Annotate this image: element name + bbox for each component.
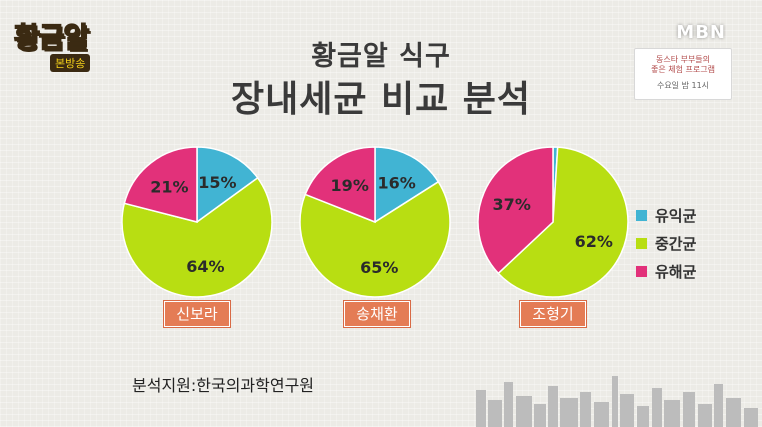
promo-line-2: 좋은 체험 프로그램 xyxy=(651,65,715,74)
pie-svg-1: 15% 64% 21% xyxy=(121,146,273,298)
logo-main-text: 황금알 xyxy=(13,20,90,55)
promo-box: 동스타 부부들의 좋은 체험 프로그램 수요일 밤 11시 xyxy=(634,48,732,100)
person-name-2: 송채환 xyxy=(344,301,410,327)
pie-slice-intermediate xyxy=(497,146,629,298)
channel-logo: MBN xyxy=(676,22,726,43)
pie-chart-3: 1%62%37% xyxy=(477,146,629,298)
title-line-2: 장내세균 비교 분석 xyxy=(230,79,532,120)
pie-svg-3: 1%62%37% xyxy=(477,146,629,298)
city-skyline-decoration xyxy=(476,376,758,427)
promo-line-3: 수요일 밤 11시 xyxy=(656,81,710,90)
pie-slice-intermediate xyxy=(299,180,451,298)
pie-chart-2: 16% 65% 19% xyxy=(299,146,451,298)
pie-label-intermediate: 65% xyxy=(360,258,398,277)
pie-slice-harmful xyxy=(123,146,198,223)
legend-item-beneficial: 유익균 xyxy=(636,201,696,229)
person-name-1: 신보라 xyxy=(164,301,230,327)
title-line-1: 황금알 식구 xyxy=(311,41,451,72)
pie-label-intermediate: 62% xyxy=(575,232,613,251)
pie-label-harmful: 37% xyxy=(493,195,531,214)
program-logo: 황금알 본방송 xyxy=(12,14,108,72)
pie-label-beneficial: 16% xyxy=(378,174,416,193)
pie-svg-2: 16% 65% 19% xyxy=(299,146,451,298)
pie-label-harmful: 19% xyxy=(331,176,369,195)
pie-label-intermediate: 64% xyxy=(186,257,224,276)
pie-slice-harmful xyxy=(477,146,554,275)
pie-slice-beneficial xyxy=(196,146,259,224)
legend-swatch-beneficial xyxy=(636,209,647,221)
pie-slice-intermediate xyxy=(121,176,273,298)
legend-item-intermediate: 중간균 xyxy=(636,229,696,257)
legend-swatch-harmful xyxy=(636,265,647,277)
pie-label-beneficial: 15% xyxy=(198,173,236,192)
source-credit: 분석지원:한국의과학연구원 xyxy=(132,376,315,395)
pie-chart-1: 15% 64% 21% xyxy=(121,146,273,298)
pie-slice-harmful xyxy=(304,146,376,224)
legend-label-harmful: 유해균 xyxy=(655,262,697,281)
legend-label-beneficial: 유익균 xyxy=(655,206,697,225)
person-name-3: 조형기 xyxy=(520,301,586,327)
logo-sub-text: 본방송 xyxy=(50,54,91,72)
pie-slice-beneficial xyxy=(374,146,440,224)
legend-label-intermediate: 중간균 xyxy=(655,234,697,253)
legend-swatch-intermediate xyxy=(636,237,647,249)
promo-line-1: 동스타 부부들의 xyxy=(655,55,711,64)
legend-item-harmful: 유해균 xyxy=(636,257,696,285)
pie-label-harmful: 21% xyxy=(150,177,188,196)
legend: 유익균 중간균 유해균 xyxy=(636,201,696,285)
